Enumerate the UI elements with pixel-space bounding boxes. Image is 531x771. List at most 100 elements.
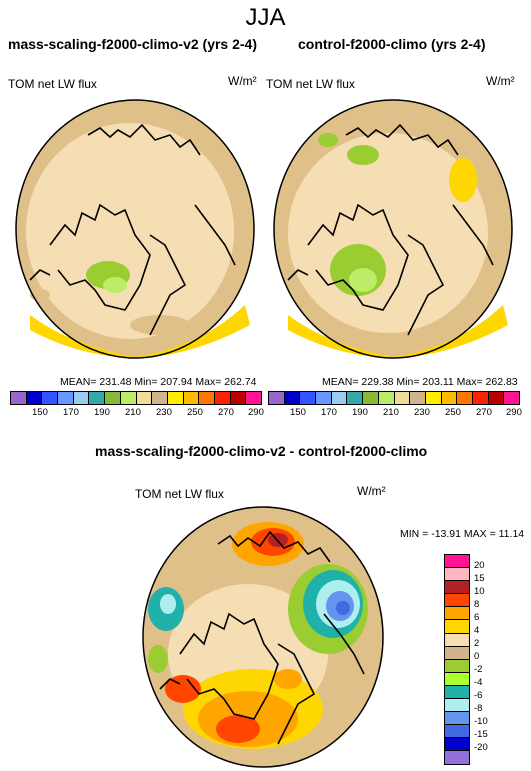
- p3-cb-1: [445, 568, 469, 582]
- p1-cb-15: [246, 392, 261, 404]
- map3-coast-greenland: [179, 612, 279, 720]
- p2-cb-3: [316, 392, 332, 404]
- p1-tick-270: 270: [218, 407, 234, 418]
- p3-tick-m10: -10: [474, 716, 488, 727]
- panel2-map: [273, 99, 513, 359]
- p1-cb-13: [214, 392, 231, 404]
- map1-greenland-low-inner: [103, 277, 127, 293]
- map3-field: [143, 507, 383, 767]
- p3-cb-5: [445, 620, 469, 634]
- p2-tick-290: 290: [506, 407, 522, 418]
- p2-tick-170: 170: [321, 407, 337, 418]
- map2-south-band: [288, 305, 508, 358]
- p2-cb-15: [504, 392, 519, 404]
- p1-cb-10: [167, 392, 184, 404]
- panel3-units: W/m²: [357, 484, 386, 498]
- map3-west-green: [148, 645, 168, 673]
- p3-tick-20: 20: [474, 560, 485, 571]
- panel1-variable: TOM net LW flux: [8, 77, 97, 91]
- panel3-colorbar: [444, 554, 470, 765]
- map1-coast-europe: [149, 234, 187, 336]
- p1-cb-1: [26, 392, 43, 404]
- figure-title: JJA: [245, 4, 286, 31]
- p3-tick-m6: -6: [474, 690, 483, 701]
- p3-tick-m8: -8: [474, 703, 483, 714]
- p3-cb-3: [445, 594, 469, 608]
- p2-tick-230: 230: [414, 407, 430, 418]
- p3-tick-0: 0: [474, 651, 480, 662]
- panel3-title: mass-scaling-f2000-climo-v2 - control-f2…: [95, 443, 428, 459]
- map3-coast-europe: [277, 643, 316, 745]
- p3-cb-10: [445, 685, 469, 700]
- p1-tick-230: 230: [156, 407, 172, 418]
- map3-patch-orange: [274, 669, 302, 689]
- p3-cb-15: [445, 751, 469, 764]
- p1-cb-8: [136, 392, 153, 404]
- map1-field: [16, 100, 254, 358]
- panel2-variable: TOM net LW flux: [266, 77, 355, 91]
- map3-south-red: [216, 715, 260, 743]
- p2-cb-5: [347, 392, 364, 404]
- p3-tick-m2: -2: [474, 664, 483, 675]
- p3-tick-8: 8: [474, 599, 480, 610]
- p2-cb-1: [284, 392, 301, 404]
- p2-cb-2: [300, 392, 317, 404]
- map3-west-light: [160, 594, 176, 614]
- map3-east-blue-core: [336, 601, 350, 615]
- map1-coastlines: [29, 123, 236, 336]
- panel1-colorbar: [10, 391, 262, 405]
- p3-cb-7: [445, 646, 469, 660]
- panel3-colorbar-labels: 20 15 10 8 6 4 2 0 -2 -4 -6 -8 -10 -15 -…: [474, 560, 514, 760]
- p1-tick-250: 250: [187, 407, 203, 418]
- map1-coast-west: [29, 269, 51, 281]
- p1-cb-2: [42, 392, 59, 404]
- map2-coast-greenland: [307, 203, 409, 311]
- panel3-variable: TOM net LW flux: [135, 487, 224, 501]
- panel1-title: mass-scaling-f2000-climo-v2 (yrs 2-4): [8, 36, 257, 52]
- p3-cb-11: [445, 699, 469, 713]
- panel2-colorbar: [268, 391, 520, 405]
- map2-coast-europe: [407, 234, 445, 336]
- p2-tick-190: 190: [352, 407, 368, 418]
- p1-tick-170: 170: [63, 407, 79, 418]
- p3-cb-8: [445, 659, 469, 673]
- p2-cb-12: [457, 392, 473, 404]
- panel2-colorbar-labels: 150 170 190 210 230 250 270 290: [268, 407, 522, 419]
- p1-cb-6: [105, 392, 121, 404]
- p3-tick-m15: -15: [474, 729, 488, 740]
- panel2-units: W/m²: [486, 74, 515, 88]
- map3-coastlines: [159, 530, 365, 745]
- map2-yellow-patch: [449, 158, 477, 202]
- map3-coast-north: [217, 530, 331, 563]
- map2-green-north-2: [318, 133, 338, 147]
- panel2-stats: MEAN= 229.38 Min= 203.11 Max= 262.83: [322, 376, 518, 388]
- p2-cb-0: [269, 392, 285, 404]
- p3-tick-4: 4: [474, 625, 480, 636]
- p3-tick-10: 10: [474, 586, 485, 597]
- p2-cb-11: [441, 392, 458, 404]
- map2-greenland-low-inner: [349, 268, 377, 292]
- p2-cb-10: [425, 392, 442, 404]
- panel1-colorbar-labels: 150 170 190 210 230 250 270 290: [10, 407, 264, 419]
- p3-cb-9: [445, 672, 469, 686]
- map1-border: [15, 99, 255, 359]
- panel1-units: W/m²: [228, 74, 257, 88]
- map1-south-band: [30, 305, 250, 358]
- map3-border: [142, 506, 384, 768]
- map2-coast-west: [287, 269, 309, 281]
- map1-coast-greenland: [49, 203, 151, 311]
- panel1-stats: MEAN= 231.48 Min= 207.94 Max= 262.74: [60, 376, 257, 388]
- p3-cb-14: [445, 738, 469, 752]
- p3-cb-12: [445, 712, 469, 726]
- p3-cb-0: [445, 555, 469, 569]
- map2-green-north: [347, 145, 379, 165]
- p2-cb-6: [363, 392, 379, 404]
- p2-tick-270: 270: [476, 407, 492, 418]
- p1-cb-9: [152, 392, 168, 404]
- map1-inner-region: [26, 123, 234, 339]
- p3-cb-2: [445, 581, 469, 595]
- map3-southwest-red: [165, 675, 201, 703]
- map2-field: [274, 100, 512, 358]
- p1-cb-14: [230, 392, 247, 404]
- panel3-stats: MIN = -13.91 MAX = 11.14: [400, 528, 525, 540]
